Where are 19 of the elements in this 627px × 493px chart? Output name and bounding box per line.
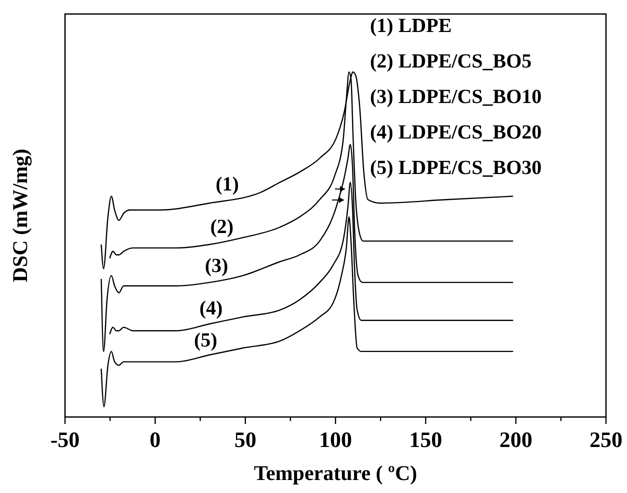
annotation: (3) LDPE/CS_BO10 [370, 86, 542, 108]
y-axis-title: DSC (mW/mg) [8, 148, 32, 282]
x-tick-label: -50 [50, 427, 80, 452]
x-tick-label: 150 [409, 427, 442, 452]
series-label: (3) [204, 255, 228, 278]
x-tick-label: 250 [590, 427, 622, 452]
series-label: (2) [210, 216, 234, 238]
annotation: (2) LDPE/CS_BO5 [370, 50, 532, 72]
x-tick-label: 100 [319, 427, 352, 452]
series-label: (4) [199, 298, 223, 320]
x-tick-label: 0 [150, 427, 161, 452]
series-label: (1) [216, 173, 239, 196]
x-axis-title: Temperature ( ºC) [254, 461, 418, 485]
text: (1) LDPE [370, 15, 452, 37]
x-tick-label: 200 [499, 427, 532, 452]
annotation: (4) LDPE/CS_BO20 [370, 122, 542, 144]
series-label: (5) [194, 330, 218, 352]
x-tick-label: 50 [234, 427, 256, 452]
annotation: (5) LDPE/CS_BO30 [370, 157, 542, 179]
